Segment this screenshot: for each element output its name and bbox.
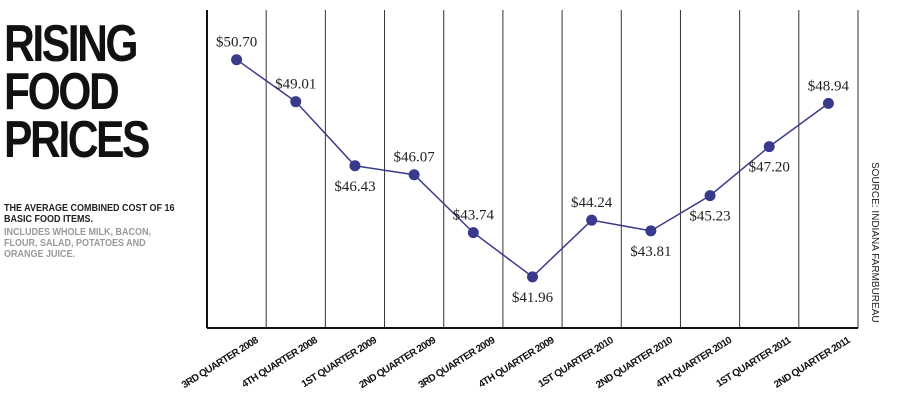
note: INCLUDES WHOLE MILK, BACON, FLOUR, SALAD… bbox=[4, 227, 151, 260]
point bbox=[527, 271, 538, 283]
point bbox=[408, 169, 420, 181]
point bbox=[704, 190, 716, 202]
point bbox=[290, 96, 302, 108]
point bbox=[349, 160, 361, 172]
value-label: $49.01 bbox=[275, 77, 316, 93]
value-label: $50.70 bbox=[216, 35, 257, 51]
value-label: $43.74 bbox=[453, 208, 495, 224]
value-label: $48.94 bbox=[808, 78, 850, 94]
point bbox=[763, 141, 775, 153]
value-label: $45.23 bbox=[689, 209, 730, 225]
value-label: $44.24 bbox=[571, 195, 613, 211]
chart-title: RISING FOOD PRICES bbox=[4, 15, 150, 169]
value-label: $43.81 bbox=[630, 244, 671, 260]
point bbox=[822, 97, 834, 109]
point bbox=[645, 225, 657, 237]
value-label: $41.96 bbox=[512, 290, 554, 306]
value-label: $47.20 bbox=[749, 160, 790, 176]
subtitle: THE AVERAGE COMBINED COST OF 16 BASIC FO… bbox=[4, 203, 175, 225]
point bbox=[586, 214, 598, 226]
source: SOURCE: INDIANA FARMBUREAU bbox=[869, 162, 880, 323]
point bbox=[231, 54, 243, 66]
value-label: $46.43 bbox=[334, 179, 375, 195]
point bbox=[467, 227, 479, 239]
value-label: $46.07 bbox=[394, 150, 436, 166]
